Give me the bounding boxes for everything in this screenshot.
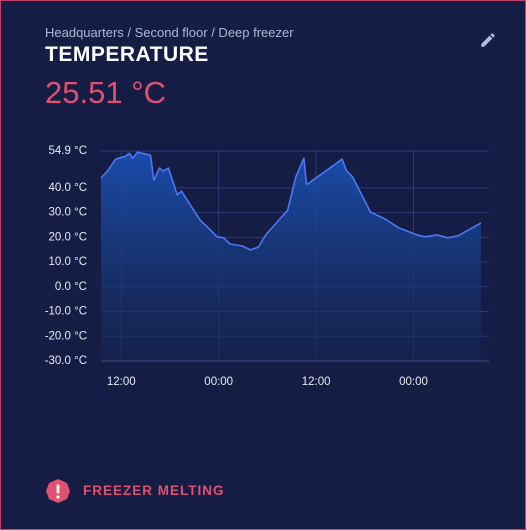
- edit-button[interactable]: [479, 31, 497, 49]
- title: TEMPERATURE: [45, 43, 209, 66]
- y-tick-label: 10.0 °C: [49, 256, 87, 268]
- y-tick-label: 20.0 °C: [49, 231, 87, 243]
- y-tick-label: 30.0 °C: [49, 207, 87, 219]
- y-tick-label: -20.0 °C: [45, 330, 87, 342]
- y-tick-label: 40.0 °C: [49, 182, 87, 194]
- x-tick-label: 00:00: [399, 376, 428, 388]
- alert-text: FREEZER MELTING: [83, 483, 225, 498]
- alert-icon: [46, 479, 70, 503]
- y-tick-label: -10.0 °C: [45, 306, 87, 318]
- y-tick-label: -30.0 °C: [45, 355, 87, 367]
- x-tick-label: 12:00: [302, 376, 331, 388]
- x-tick-label: 12:00: [107, 376, 136, 388]
- y-tick-label: 0.0 °C: [55, 281, 87, 293]
- line: [100, 151, 482, 251]
- reading: 25.51 °C: [45, 75, 166, 110]
- x-tick-label: 00:00: [204, 376, 233, 388]
- chart: 54.9 °C 40.0 °C 30.0 °C 20.0 °C 10.0 °C 0.0 °…: [45, 145, 489, 388]
- y-tick-label: 54.9 °C: [49, 145, 87, 157]
- breadcrumb: Headquarters / Second floor / Deep freez…: [45, 25, 294, 40]
- area-fill: [101, 152, 481, 361]
